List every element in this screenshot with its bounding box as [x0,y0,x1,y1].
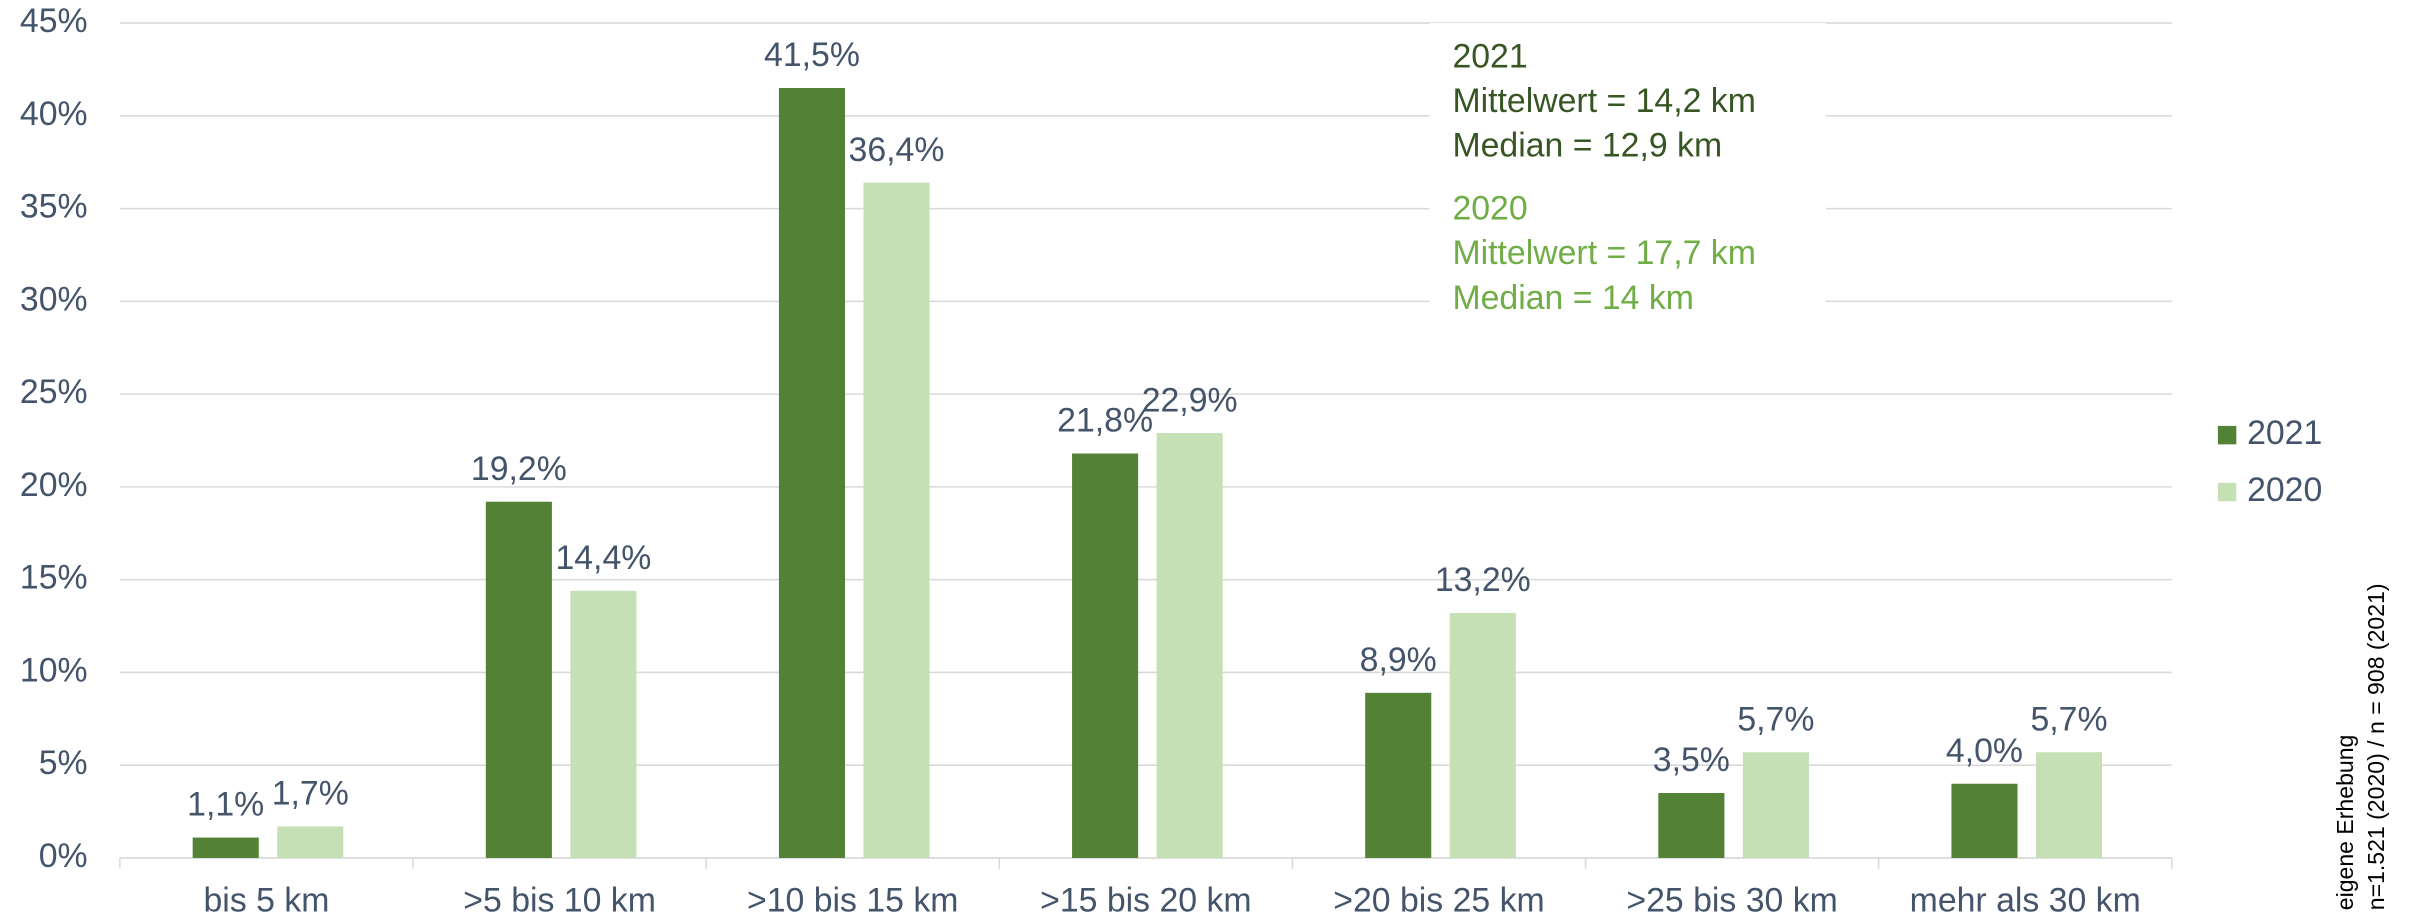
bar [1156,433,1223,858]
bar [192,837,259,858]
x-tick-label: bis 5 km [204,881,330,919]
footnote: n=1.521 (2020) / n = 908 (2021) [2363,583,2389,910]
annotation-line: Mittelwert = 14,2 km [1452,82,1755,120]
bar [1072,453,1139,858]
y-tick-label: 15% [20,559,88,597]
data-label: 5,7% [1737,700,1814,738]
y-tick-label: 20% [20,466,88,504]
bar [1742,752,1809,858]
data-label: 4,0% [1946,732,2023,770]
legend-swatch [2217,425,2237,445]
bar [1658,793,1725,858]
bar [778,87,846,858]
x-tick-label: >15 bis 20 km [1040,881,1251,919]
data-label: 19,2% [471,450,567,488]
x-tick-label: mehr als 30 km [1910,881,2141,919]
bar [1951,783,2018,858]
bar [1365,692,1432,858]
y-tick-label: 45% [20,2,88,40]
data-label: 22,9% [1142,381,1238,419]
data-label: 21,8% [1057,402,1153,440]
data-label: 8,9% [1360,641,1437,679]
annotation-line: 2021 [1452,37,1527,75]
bar [1449,613,1516,858]
annotation-line: Median = 14 km [1452,279,1693,317]
legend-swatch [2217,482,2237,502]
data-label: 36,4% [849,131,945,169]
bar [277,826,344,858]
annotation-line: Median = 12,9 km [1452,127,1722,165]
x-tick-label: >20 bis 25 km [1333,881,1544,919]
annotation-line: 2020 [1452,190,1527,228]
footnote: eigene Erhebung [2332,735,2358,911]
y-tick-label: 40% [20,95,88,133]
y-tick-label: 5% [39,744,88,782]
data-label: 1,1% [187,786,264,824]
y-tick-label: 0% [39,837,88,875]
data-label: 13,2% [1435,561,1531,599]
y-tick-label: 35% [20,188,88,226]
y-tick-label: 10% [20,651,88,689]
bar [485,501,552,858]
data-label: 14,4% [555,539,651,577]
legend-label: 2021 [2247,414,2322,452]
data-label: 5,7% [2030,700,2107,738]
legend-label: 2020 [2247,471,2322,509]
bar [863,182,930,858]
annotation-box [1429,23,1826,323]
y-tick-label: 30% [20,280,88,318]
data-label: 1,7% [272,775,349,813]
x-tick-label: >5 bis 10 km [463,881,656,919]
y-tick-label: 25% [20,373,88,411]
data-label: 41,5% [764,36,860,74]
bar [570,590,637,858]
x-tick-label: >25 bis 30 km [1626,881,1837,919]
data-label: 3,5% [1653,741,1730,779]
x-tick-label: >10 bis 15 km [747,881,958,919]
bar [2035,752,2103,858]
annotation-line: Mittelwert = 17,7 km [1452,234,1755,272]
